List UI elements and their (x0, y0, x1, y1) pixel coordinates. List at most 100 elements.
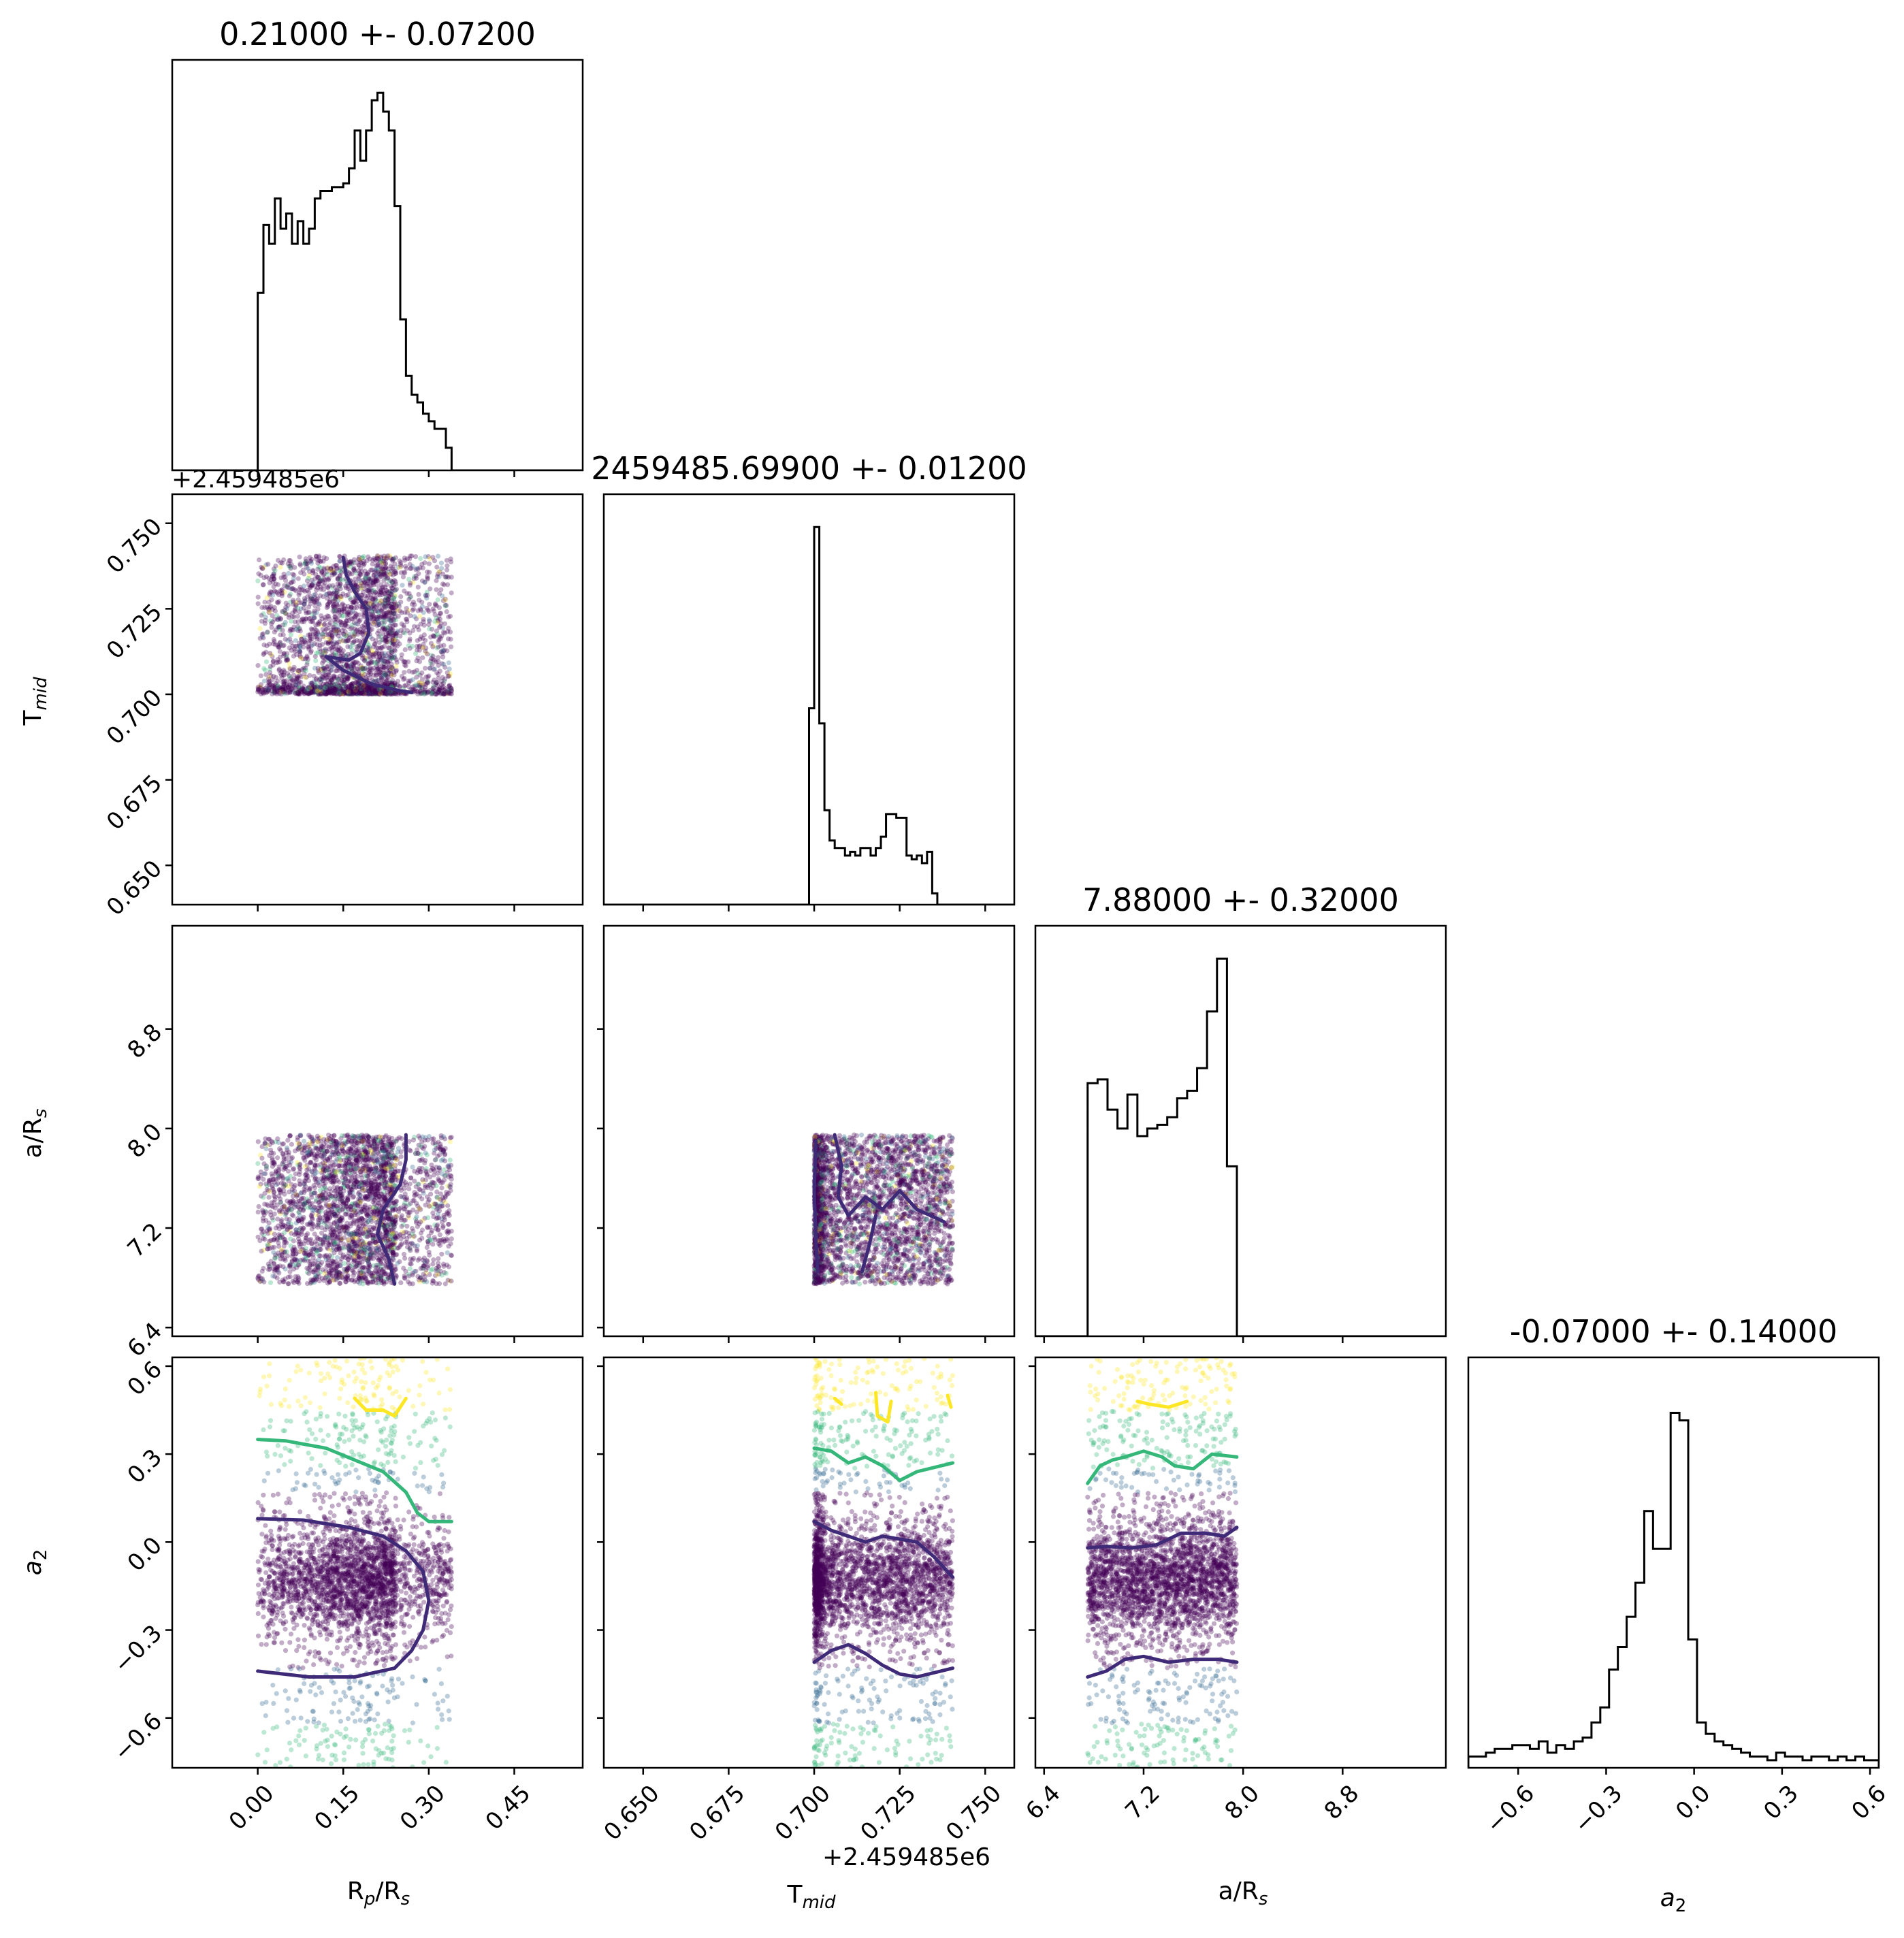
sample-point (385, 639, 390, 645)
sample-point (308, 585, 313, 590)
sample-point (355, 681, 360, 686)
sample-point (338, 673, 343, 679)
sample-point (288, 580, 294, 586)
sample-point (372, 641, 378, 647)
sample-point (427, 618, 432, 624)
sample-point (423, 688, 428, 693)
sample-point (303, 638, 308, 643)
sample-point (376, 671, 382, 676)
sample-point (276, 691, 282, 696)
sample-point (381, 561, 387, 566)
sample-point (342, 692, 347, 697)
sample-point (289, 562, 294, 568)
sample-point (290, 690, 295, 695)
sample-point (302, 596, 307, 602)
sample-point (429, 691, 434, 697)
sample-point (320, 675, 325, 680)
sample-point (265, 562, 271, 567)
sample-point (261, 666, 267, 671)
sample-point (431, 666, 436, 672)
sample-point (435, 683, 440, 688)
sample-point (323, 692, 329, 697)
sample-point (353, 580, 359, 585)
sample-point (285, 671, 291, 676)
sample-point (393, 555, 398, 560)
sample-point (436, 1281, 442, 1287)
sample-point (424, 596, 430, 601)
sample-point (325, 687, 331, 692)
sample-point (374, 577, 379, 582)
sample-point (389, 596, 395, 602)
sample-point (363, 665, 368, 671)
sample-point (291, 602, 296, 607)
sample-point (355, 688, 361, 694)
sample-point (425, 651, 430, 657)
sample-point (356, 643, 361, 649)
sample-point (261, 678, 267, 684)
sample-point (349, 625, 355, 630)
sample-point (375, 553, 381, 560)
sample-point (381, 625, 386, 630)
sample-point (295, 624, 301, 629)
sample-point (349, 651, 354, 656)
sample-point (393, 569, 398, 575)
sample-point (436, 618, 441, 624)
sample-point (297, 643, 302, 649)
sample-point (332, 651, 338, 656)
sample-point (295, 690, 302, 696)
sample-point (338, 681, 343, 686)
sample-point (391, 681, 397, 686)
panel-body-1-0 (255, 553, 455, 697)
sample-point (323, 640, 329, 645)
sample-point (371, 587, 376, 593)
sample-point (370, 567, 375, 572)
sample-point (356, 688, 361, 694)
sample-point (423, 690, 428, 695)
sample-point (393, 691, 398, 696)
sample-point (366, 570, 371, 575)
sample-point (327, 599, 332, 605)
sample-point (429, 1228, 435, 1233)
sample-point (416, 627, 421, 632)
sample-point (368, 576, 374, 581)
sample-point (379, 680, 385, 686)
sample-point (437, 1152, 442, 1157)
sample-point (363, 580, 368, 585)
sample-point (398, 594, 404, 600)
sample-point (434, 615, 439, 621)
sample-point (375, 678, 381, 683)
sample-point (317, 553, 322, 559)
sample-point (263, 615, 268, 620)
sample-point (370, 562, 375, 567)
sample-point (341, 690, 347, 695)
sample-point (404, 1240, 410, 1245)
sample-point (374, 616, 380, 622)
sample-point (389, 604, 394, 609)
sample-point (284, 658, 289, 663)
sample-point (328, 628, 334, 633)
sample-point (276, 687, 283, 692)
sample-point (387, 618, 393, 624)
sample-point (408, 566, 413, 572)
sample-point (306, 616, 312, 621)
sample-point (446, 673, 452, 679)
sample-point (408, 594, 414, 600)
sample-point (267, 641, 272, 647)
y-tick-label-tmid-3: 0.725 (101, 598, 167, 664)
sample-point (283, 611, 288, 616)
sample-point (314, 688, 320, 694)
sample-point (361, 691, 367, 696)
sample-point (398, 562, 403, 568)
sample-point (383, 634, 389, 640)
sample-point (300, 687, 305, 692)
sample-point (318, 587, 323, 592)
sample-point (432, 619, 438, 624)
sample-point (386, 595, 391, 601)
sample-point (332, 596, 338, 602)
sample-point (430, 644, 436, 649)
sample-point (391, 641, 396, 646)
sample-point (342, 663, 347, 668)
sample-point (425, 569, 430, 575)
sample-point (390, 639, 396, 645)
sample-point (442, 691, 447, 697)
